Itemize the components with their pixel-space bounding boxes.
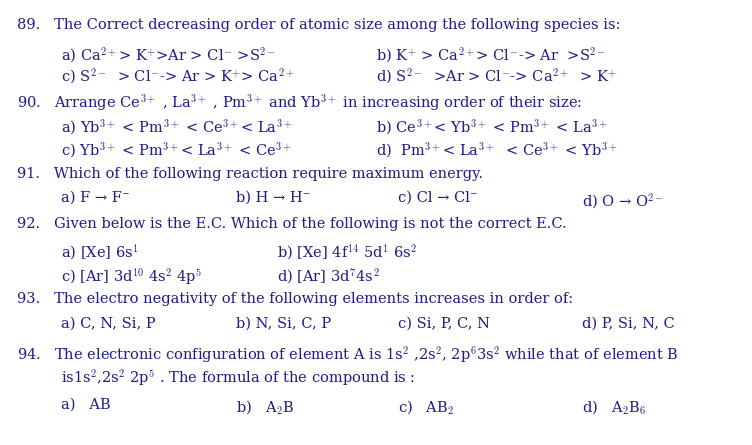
Text: c) Yb$^{3+}$ < Pm$^{3+}$< La$^{3+}$ < Ce$^{3+}$: c) Yb$^{3+}$ < Pm$^{3+}$< La$^{3+}$ < Ce… [61, 141, 292, 160]
Text: c) Si, P, C, N: c) Si, P, C, N [398, 317, 490, 331]
Text: b) K$^{+}$ > Ca$^{2+}$> Cl$^{-}$-> Ar  >S$^{2-}$: b) K$^{+}$ > Ca$^{2+}$> Cl$^{-}$-> Ar >S… [376, 45, 605, 65]
Text: 94.   The electronic configuration of element A is 1s$^{2}$ ,2s$^{2}$, 2p$^{6}$3: 94. The electronic configuration of elem… [17, 344, 678, 364]
Text: b) [Xe] 4f$^{14}$ 5d$^{1}$ 6s$^{2}$: b) [Xe] 4f$^{14}$ 5d$^{1}$ 6s$^{2}$ [277, 242, 417, 262]
Text: a) [Xe] 6s$^{1}$: a) [Xe] 6s$^{1}$ [61, 242, 138, 262]
Text: d)   A$_{2}$B$_{6}$: d) A$_{2}$B$_{6}$ [582, 398, 647, 416]
Text: c) [Ar] 3d$^{10}$ 4s$^{2}$ 4p$^{5}$: c) [Ar] 3d$^{10}$ 4s$^{2}$ 4p$^{5}$ [61, 266, 202, 287]
Text: d) O → O$^{2-}$: d) O → O$^{2-}$ [582, 191, 664, 210]
Text: b) H → H⁻: b) H → H⁻ [236, 191, 311, 205]
Text: b)   A$_{2}$B: b) A$_{2}$B [236, 398, 294, 416]
Text: 92.   Given below is the E.C. Which of the following is not the correct E.C.: 92. Given below is the E.C. Which of the… [17, 217, 567, 231]
Text: 93.   The electro negativity of the following elements increases in order of:: 93. The electro negativity of the follow… [17, 292, 573, 306]
Text: d) [Ar] 3d$^{7}$4s$^{2}$: d) [Ar] 3d$^{7}$4s$^{2}$ [277, 266, 379, 286]
Text: d) P, Si, N, C: d) P, Si, N, C [582, 317, 675, 331]
Text: a) Yb$^{3+}$ < Pm$^{3+}$ < Ce$^{3+}$< La$^{3+}$: a) Yb$^{3+}$ < Pm$^{3+}$ < Ce$^{3+}$< La… [61, 117, 292, 137]
Text: c)   AB$_{2}$: c) AB$_{2}$ [398, 398, 454, 416]
Text: c) Cl → Cl⁻: c) Cl → Cl⁻ [398, 191, 478, 205]
Text: 91.   Which of the following reaction require maximum energy.: 91. Which of the following reaction requ… [17, 167, 483, 181]
Text: is1s$^{2}$,2s$^{2}$ 2p$^{5}$ . The formula of the compound is :: is1s$^{2}$,2s$^{2}$ 2p$^{5}$ . The formu… [61, 367, 415, 388]
Text: a) Ca$^{2+}$> K$^{+}$>Ar > Cl$^{-}$ >S$^{2-}$: a) Ca$^{2+}$> K$^{+}$>Ar > Cl$^{-}$ >S$^… [61, 45, 275, 65]
Text: b) Ce$^{3+}$< Yb$^{3+}$ < Pm$^{3+}$ < La$^{3+}$: b) Ce$^{3+}$< Yb$^{3+}$ < Pm$^{3+}$ < La… [376, 117, 608, 137]
Text: a) C, N, Si, P: a) C, N, Si, P [61, 317, 155, 331]
Text: d) S$^{2-}$  >Ar > Cl$^{-}$-> Ca$^{2+}$  > K$^{+}$: d) S$^{2-}$ >Ar > Cl$^{-}$-> Ca$^{2+}$ >… [376, 66, 617, 86]
Text: a) F → F⁻: a) F → F⁻ [61, 191, 129, 205]
Text: b) N, Si, C, P: b) N, Si, C, P [236, 317, 331, 331]
Text: a)   AB: a) AB [61, 398, 111, 412]
Text: d)  Pm$^{3+}$< La$^{3+}$  < Ce$^{3+}$ < Yb$^{3+}$: d) Pm$^{3+}$< La$^{3+}$ < Ce$^{3+}$ < Yb… [376, 141, 617, 160]
Text: c) S$^{2-}$  > Cl$^{-}$-> Ar > K$^{+}$> Ca$^{2+}$: c) S$^{2-}$ > Cl$^{-}$-> Ar > K$^{+}$> C… [61, 66, 294, 86]
Text: 89.   The Correct decreasing order of atomic size among the following species is: 89. The Correct decreasing order of atom… [17, 18, 620, 32]
Text: 90.   Arrange Ce$^{3+}$ , La$^{3+}$ , Pm$^{3+}$ and Yb$^{3+}$ in increasing orde: 90. Arrange Ce$^{3+}$ , La$^{3+}$ , Pm$^… [17, 92, 582, 113]
